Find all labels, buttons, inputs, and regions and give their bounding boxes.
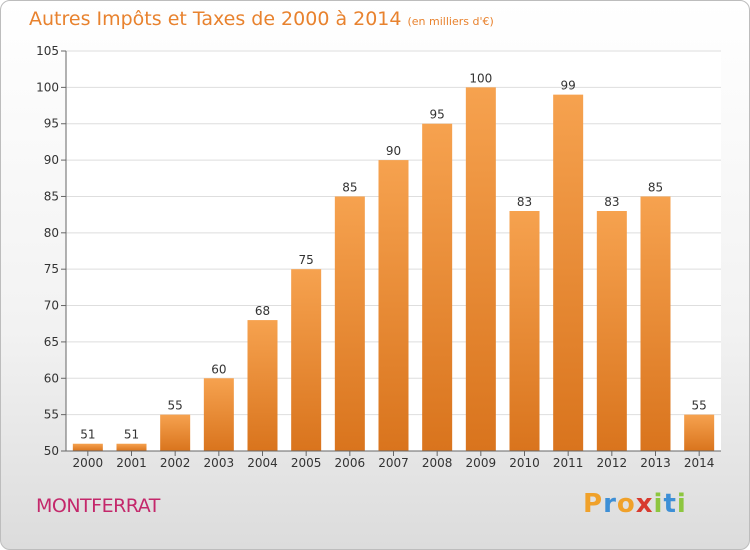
data-label: 83 xyxy=(604,195,619,209)
bar-2008 xyxy=(422,123,453,452)
chart-title-text: Autres Impôts et Taxes de 2000 à 2014 xyxy=(29,8,402,30)
y-tick-label: 90 xyxy=(44,153,59,167)
x-tick-label: 2003 xyxy=(204,456,235,470)
x-tick-label: 2005 xyxy=(291,456,322,470)
y-tick-label: 50 xyxy=(44,444,59,458)
bar-2002 xyxy=(160,414,191,451)
bar-2014 xyxy=(684,414,715,451)
data-label: 75 xyxy=(299,253,314,267)
bar-2003 xyxy=(203,378,234,451)
data-label: 55 xyxy=(692,399,707,413)
chart-title: Autres Impôts et Taxes de 2000 à 2014 (en… xyxy=(29,8,494,30)
bar-2005 xyxy=(291,269,322,451)
bar-2009 xyxy=(465,87,496,451)
x-tick-label: 2007 xyxy=(378,456,409,470)
bar-2004 xyxy=(247,320,278,451)
x-tick-label: 2001 xyxy=(116,456,147,470)
y-tick-label: 100 xyxy=(36,80,59,94)
bar-2011 xyxy=(553,94,584,452)
commune-name: MONTFERRAT xyxy=(36,495,160,517)
y-tick-label: 85 xyxy=(44,189,59,203)
bar-2000 xyxy=(72,443,103,451)
data-label: 60 xyxy=(211,362,226,376)
bar-2013 xyxy=(640,196,671,451)
x-tick-label: 2014 xyxy=(684,456,715,470)
bar-2001 xyxy=(116,443,147,451)
y-tick-label: 95 xyxy=(44,117,59,131)
bar-2010 xyxy=(509,211,540,451)
data-label: 51 xyxy=(80,428,95,442)
x-tick-label: 2012 xyxy=(597,456,628,470)
x-tick-label: 2008 xyxy=(422,456,453,470)
bar-2012 xyxy=(596,211,627,451)
data-label: 85 xyxy=(648,180,663,194)
x-tick-label: 2000 xyxy=(73,456,104,470)
data-label: 85 xyxy=(342,180,357,194)
y-tick-label: 55 xyxy=(44,408,59,422)
x-tick-label: 2011 xyxy=(553,456,584,470)
chart-subtitle: (en milliers d'€) xyxy=(407,15,494,28)
bar-2007 xyxy=(378,160,409,451)
y-tick-label: 80 xyxy=(44,226,59,240)
y-tick-label: 65 xyxy=(44,335,59,349)
x-tick-label: 2004 xyxy=(247,456,278,470)
bar-2006 xyxy=(334,196,365,451)
y-tick-label: 70 xyxy=(44,299,59,313)
data-label: 83 xyxy=(517,195,532,209)
data-label: 100 xyxy=(469,71,492,85)
x-tick-label: 2009 xyxy=(466,456,497,470)
y-tick-label: 105 xyxy=(36,44,59,58)
data-label: 51 xyxy=(124,428,139,442)
data-label: 90 xyxy=(386,144,401,158)
x-tick-label: 2013 xyxy=(640,456,671,470)
data-label: 99 xyxy=(561,79,576,93)
y-tick-label: 60 xyxy=(44,371,59,385)
x-tick-label: 2002 xyxy=(160,456,191,470)
x-tick-label: 2006 xyxy=(335,456,366,470)
y-tick-label: 75 xyxy=(44,262,59,276)
data-label: 95 xyxy=(430,108,445,122)
data-label: 55 xyxy=(168,399,183,413)
x-tick-label: 2010 xyxy=(509,456,540,470)
proxiti-logo: Proxiti xyxy=(583,489,687,519)
data-label: 68 xyxy=(255,304,270,318)
